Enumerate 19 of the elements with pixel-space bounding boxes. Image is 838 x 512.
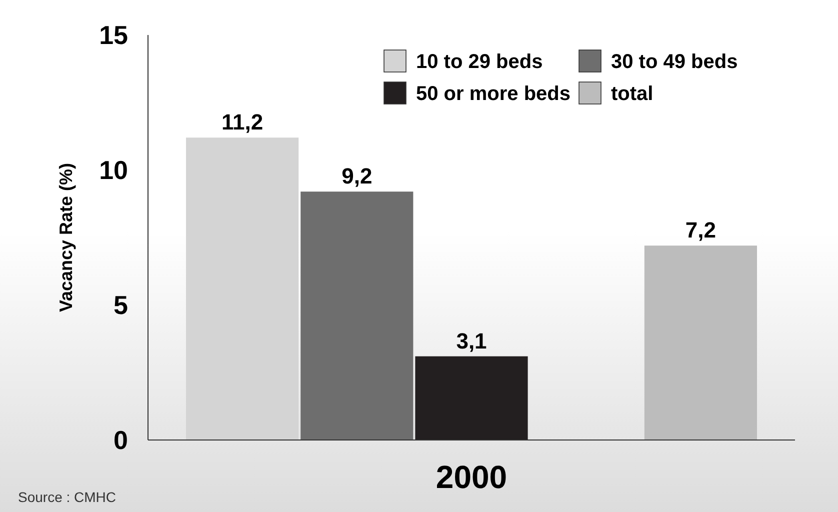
- legend-label: total: [611, 83, 654, 105]
- y-tick-label: 15: [99, 20, 128, 50]
- data-label: 3,1: [456, 328, 487, 354]
- data-label: 7,2: [685, 218, 716, 243]
- legend-label: 50 or more beds: [416, 83, 571, 105]
- legend-label: 10 to 29 beds: [416, 51, 543, 73]
- source-note: Source : CMHC: [18, 489, 116, 505]
- bar: [186, 138, 299, 440]
- y-tick-label: 5: [114, 290, 128, 320]
- bar: [300, 192, 414, 440]
- legend-label: 30 to 49 beds: [611, 51, 738, 73]
- y-tick-label: 0: [114, 425, 128, 455]
- bar: [415, 356, 528, 440]
- data-label: 9,2: [342, 164, 372, 189]
- data-label: 11,2: [221, 110, 264, 135]
- y-tick-label: 10: [99, 155, 128, 185]
- x-tick-label: 2000: [436, 459, 508, 495]
- y-axis-title: Vacancy Rate (%): [56, 162, 76, 312]
- bar: [644, 246, 757, 440]
